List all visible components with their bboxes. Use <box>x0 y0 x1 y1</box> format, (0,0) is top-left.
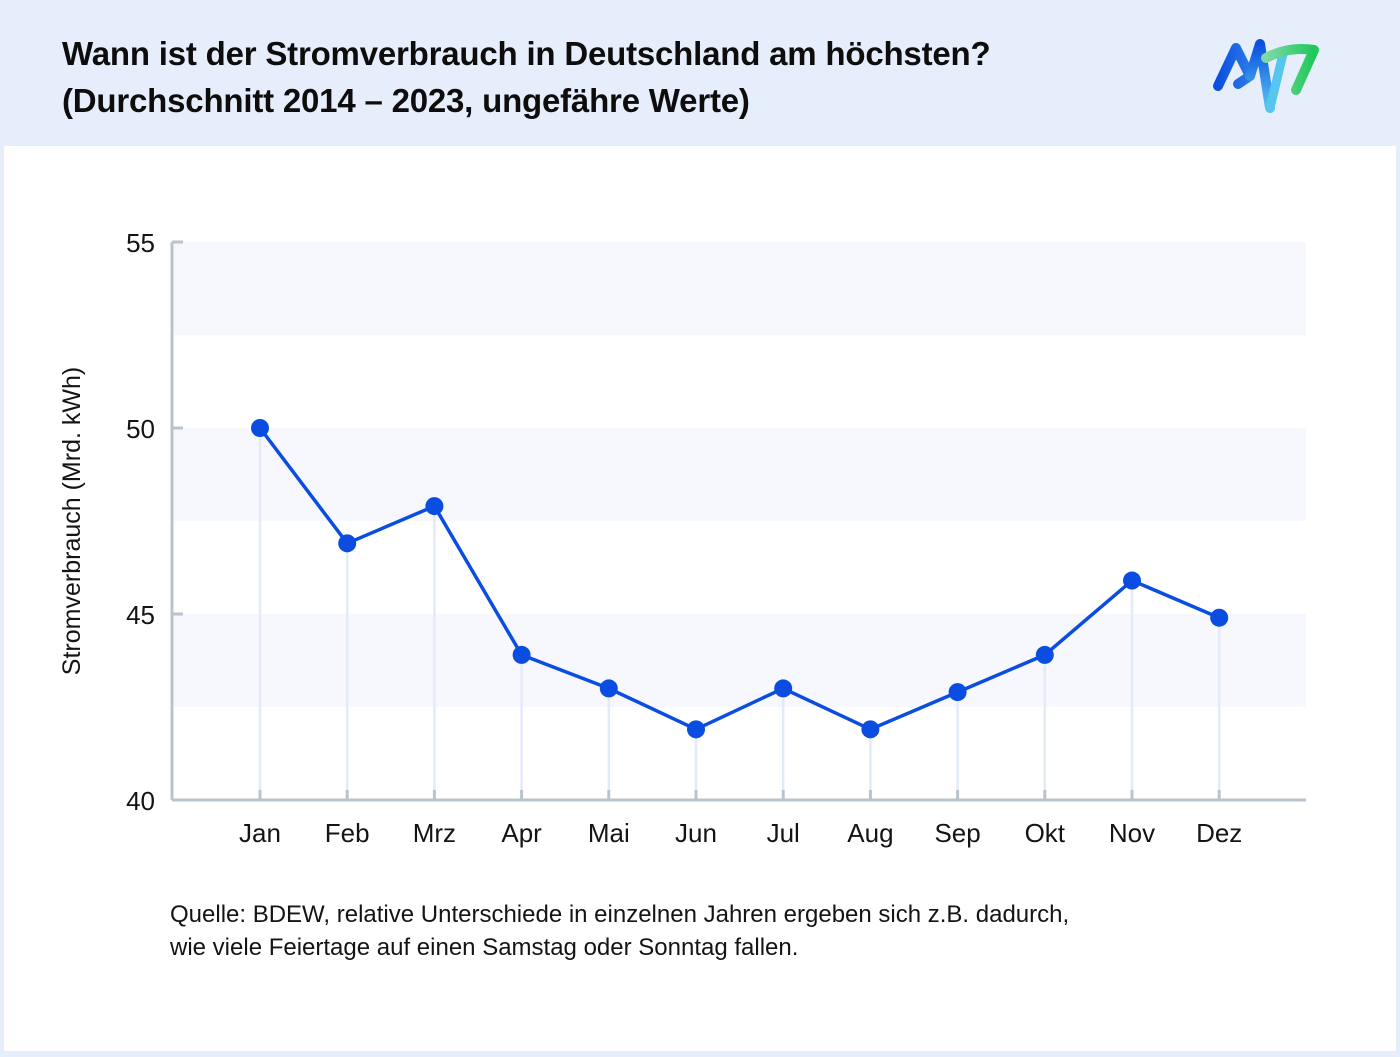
mw-wave-logo-icon <box>1213 39 1319 113</box>
y-axis-label: Stromverbrauch (Mrd. kWh) <box>58 367 86 675</box>
data-point <box>599 679 618 698</box>
data-point <box>338 534 357 553</box>
title-line-2: (Durchschnitt 2014 – 2023, ungefähre Wer… <box>62 82 750 119</box>
data-point <box>512 645 531 664</box>
source-line-1: Quelle: BDEW, relative Unterschiede in e… <box>170 901 1070 928</box>
x-tick-label: Okt <box>1025 818 1066 848</box>
axes <box>170 240 1306 802</box>
x-tick-label: Dez <box>1196 818 1242 848</box>
x-tick-labels: Jan Feb Mrz Apr Mai Jun Jul Aug Sep Okt Nov Dez <box>239 818 1242 848</box>
x-tick-label: Mai <box>588 818 630 848</box>
x-tick-label: Sep <box>934 818 980 848</box>
x-tick-label: Mrz <box>413 818 456 848</box>
data-point <box>774 679 793 698</box>
data-point <box>1123 571 1141 590</box>
y-tick-label: 50 <box>126 414 155 444</box>
chart-title: Wann ist der Stromverbrauch in Deutschla… <box>62 30 991 124</box>
y-tick-labels: 40 45 50 55 <box>126 228 155 816</box>
y-tick-label: 45 <box>126 600 155 630</box>
grid-band <box>172 428 1306 521</box>
data-points <box>251 419 1229 739</box>
source-note: Quelle: BDEW, relative Unterschiede in e… <box>170 898 1069 964</box>
x-tick-label: Aug <box>847 818 893 848</box>
data-point <box>251 419 269 437</box>
grid-band <box>172 242 1306 335</box>
title-line-1: Wann ist der Stromverbrauch in Deutschla… <box>62 35 991 72</box>
drop-lines <box>258 428 1221 800</box>
series-line <box>258 426 1220 732</box>
x-tick-label: Jan <box>239 818 281 848</box>
data-point <box>1210 608 1229 627</box>
grid-bands <box>172 242 1306 707</box>
data-point <box>687 720 705 739</box>
y-tick-label: 55 <box>126 228 155 258</box>
data-point <box>425 497 444 516</box>
source-line-2: wie viele Feiertage auf einen Samstag od… <box>170 934 799 961</box>
x-tick-label: Nov <box>1109 818 1155 848</box>
x-tick-label: Jul <box>767 818 800 848</box>
data-point <box>861 720 880 739</box>
x-tick-label: Feb <box>325 818 370 848</box>
data-point <box>1035 645 1054 664</box>
grid-band <box>172 614 1306 707</box>
data-point <box>948 683 967 702</box>
x-tick-label: Jun <box>675 818 717 848</box>
header: Wann ist der Stromverbrauch in Deutschla… <box>0 0 1400 146</box>
x-tick-label: Apr <box>501 818 542 848</box>
y-tick-label: 40 <box>126 786 155 816</box>
